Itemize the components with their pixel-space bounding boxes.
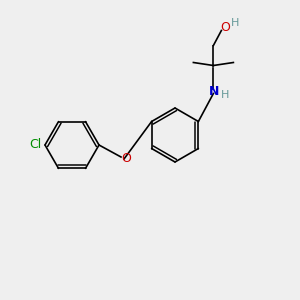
Text: O: O (121, 152, 131, 166)
Text: Cl: Cl (29, 137, 41, 151)
Text: H: H (221, 89, 230, 100)
Text: H: H (231, 17, 240, 28)
Text: N: N (209, 85, 220, 98)
Text: O: O (220, 21, 230, 34)
